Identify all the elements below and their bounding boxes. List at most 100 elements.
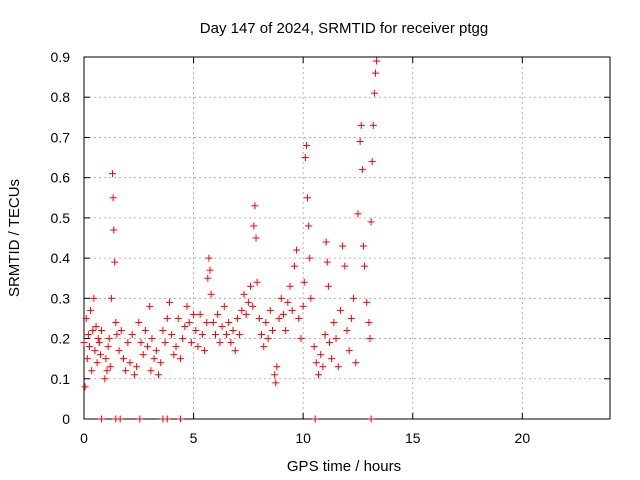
y-tick-label: 0.2 [51,331,71,347]
data-point [266,306,274,314]
data-point [194,343,202,351]
y-tick-label: 0.5 [51,210,71,226]
data-point [240,290,248,298]
y-tick-label: 0.6 [51,170,71,186]
data-point [105,335,113,343]
chart-title: Day 147 of 2024, SRMTID for receiver ptg… [200,20,488,37]
data-point [231,347,239,355]
data-point [113,331,121,339]
data-point [343,327,351,335]
data-point [286,282,294,290]
data-point [136,415,144,423]
data-point [93,359,101,367]
data-point [358,166,366,174]
data-point [218,322,226,330]
data-point [148,335,156,343]
data-point [315,371,323,379]
data-point [174,314,182,322]
y-tick-label: 0.7 [51,129,71,145]
data-point [83,355,91,363]
data-point [255,314,263,322]
data-point [339,242,347,250]
data-point [152,347,160,355]
data-point [101,375,109,383]
data-point [181,322,189,330]
data-point [324,282,332,290]
data-point [176,415,184,423]
data-point [80,339,88,347]
data-point [82,314,90,322]
data-point [214,310,222,318]
data-point [251,202,259,210]
data-point [206,266,214,274]
y-tick-label: 0.9 [51,49,71,65]
data-point [354,210,362,218]
data-point [163,314,171,322]
data-point [352,359,360,367]
data-point [350,294,358,302]
data-point [106,363,114,371]
data-point [115,347,123,355]
data-point [295,314,303,322]
data-point [290,262,298,270]
data-point [229,327,237,335]
data-point [190,310,198,318]
data-point [155,371,163,379]
data-point [300,278,308,286]
data-point [373,57,381,65]
data-point [238,306,246,314]
data-point [370,89,378,97]
data-point [161,339,169,347]
data-point [367,218,375,226]
axis-ticks [83,56,610,420]
data-point [271,371,279,379]
data-point [299,302,307,310]
data-point [96,351,104,359]
data-point [253,278,261,286]
y-tick-label: 0.1 [51,371,71,387]
data-point [124,339,132,347]
x-tick-label: 5 [190,430,198,446]
data-point [262,318,270,326]
data-point [284,298,292,306]
data-point [135,318,143,326]
data-point [334,363,342,371]
data-point [192,327,200,335]
data-point [322,238,330,246]
data-point [368,158,376,166]
data-point [301,154,309,162]
data-point [312,359,320,367]
plot-frame [83,56,611,420]
data-point [361,262,369,270]
data-point [187,339,195,347]
data-point [144,343,152,351]
data-point [137,339,145,347]
data-point [107,294,115,302]
data-point [336,306,344,314]
data-point [216,339,224,347]
data-point [163,415,171,423]
data-point [277,294,285,302]
data-point [288,306,296,314]
data-point [196,310,204,318]
data-point [273,363,281,371]
data-point [128,331,136,339]
data-point [204,274,212,282]
data-point [203,318,211,326]
data-point [249,302,257,310]
data-point [205,254,213,262]
data-point [89,327,97,335]
data-point [357,121,365,129]
data-point [356,137,364,145]
data-point [366,335,374,343]
data-point [302,141,310,149]
data-point [233,314,241,322]
data-point [133,363,141,371]
data-point [165,298,173,306]
data-point [91,347,99,355]
data-point [345,347,353,355]
x-tick-label: 15 [405,430,421,446]
data-point [122,367,130,375]
data-point [250,222,258,230]
data-point [310,343,318,351]
